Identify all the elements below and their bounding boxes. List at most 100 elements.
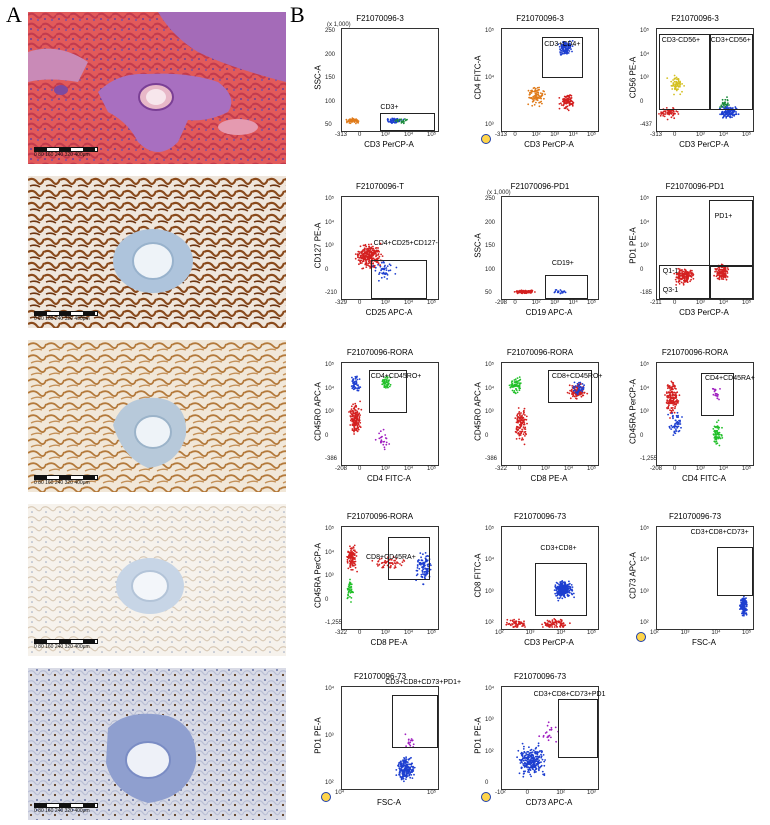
event-dot: [349, 410, 352, 412]
event-dot: [666, 407, 669, 410]
y-tick-label: 10³: [485, 409, 494, 415]
y-tick-label: -1,255: [640, 456, 658, 462]
event-dot: [576, 382, 579, 385]
event-dot: [671, 426, 674, 429]
event-dot: [541, 758, 544, 761]
event-dot: [356, 570, 358, 573]
event-dot: [528, 291, 531, 294]
event-dot: [564, 596, 566, 599]
plot-area: CD8+CD45RA+: [341, 526, 439, 630]
event-dot: [386, 278, 388, 280]
event-dot: [537, 91, 540, 94]
event-dot: [352, 378, 355, 380]
y-tick-label: 10²: [640, 620, 649, 626]
event-dot: [369, 257, 371, 260]
event-dot: [550, 726, 553, 729]
event-dot: [680, 426, 682, 429]
plot-area: PD1+ Q1-1 Q3-1: [656, 196, 754, 300]
event-dot: [520, 622, 522, 625]
event-dot: [526, 760, 529, 763]
y-axis-label: CD45RO APC-A: [473, 382, 483, 441]
event-dot: [533, 90, 536, 93]
y-axis-unit: (x 1,000): [487, 190, 511, 196]
event-dot: [671, 391, 674, 394]
event-dot: [713, 430, 716, 433]
event-dot: [383, 561, 385, 564]
event-dot: [667, 384, 669, 386]
event-dot: [744, 612, 747, 615]
event-dot: [359, 421, 362, 424]
event-dot: [349, 578, 351, 581]
event-dot: [562, 100, 565, 103]
event-dot: [537, 744, 540, 747]
event-dot: [534, 760, 537, 763]
event-dot: [555, 289, 558, 291]
event-dot: [677, 425, 680, 428]
event-dot: [518, 389, 521, 392]
event-dot: [682, 283, 685, 286]
event-dot: [674, 407, 676, 410]
event-dot: [352, 552, 354, 554]
event-dot: [425, 555, 428, 558]
event-dot: [684, 279, 687, 282]
event-dot: [538, 766, 541, 769]
event-dot: [681, 274, 684, 277]
event-dot: [668, 385, 671, 387]
event-dot: [568, 42, 571, 45]
x-tick-label: 10³: [696, 300, 705, 306]
event-dot: [352, 564, 354, 567]
event-dot: [381, 561, 384, 564]
event-dot: [352, 388, 355, 391]
event-dot: [674, 387, 676, 390]
y-axis-label: CD4 FITC-A: [473, 55, 483, 100]
event-dot: [712, 388, 715, 390]
event-dot: [520, 419, 522, 422]
gate-label: PD1+: [714, 213, 733, 221]
event-dot: [670, 409, 673, 412]
event-dot: [518, 416, 520, 419]
event-dot: [522, 764, 525, 767]
event-dot: [677, 416, 679, 419]
event-dot: [408, 743, 411, 746]
event-dot: [408, 767, 411, 770]
event-dot: [527, 291, 530, 293]
event-dot: [555, 740, 557, 743]
event-dot: [392, 118, 395, 121]
event-dot: [349, 558, 352, 560]
event-dot: [567, 98, 569, 101]
zoom-tool-icon: [481, 792, 491, 802]
event-dot: [721, 278, 724, 280]
event-dot: [679, 85, 681, 88]
event-dot: [522, 759, 525, 762]
event-dot: [666, 392, 668, 395]
x-tick-label: 10³: [587, 790, 596, 796]
event-dot: [745, 597, 747, 599]
event-dot: [384, 378, 386, 381]
event-dot: [668, 402, 670, 405]
y-tick-label: 10²: [325, 780, 334, 786]
micrograph-ihc-3: 0 80 160 240 320 400μm: [28, 504, 286, 656]
event-dot: [359, 245, 362, 248]
event-dot: [672, 414, 674, 417]
event-dot: [352, 118, 354, 120]
y-tick-label: 10⁴: [640, 219, 650, 226]
event-dot: [559, 52, 562, 54]
flow-plot: F21070096-3 CD3+ (x 1,000) 250 200 150 100 50 -3…: [305, 14, 455, 164]
flow-plot: F21070096-RORA CD4+CD45RA+ 10⁵ 10⁴ 10³ 0 -1,25…: [620, 348, 770, 498]
event-dot: [560, 591, 562, 594]
y-axis-label: CD8 FITC-A: [473, 553, 483, 598]
x-axis-label: CD8 PE-A: [370, 638, 408, 647]
event-dot: [354, 566, 357, 569]
event-dot: [359, 426, 362, 429]
event-dot: [394, 566, 397, 569]
event-dot: [671, 109, 674, 112]
event-dot: [378, 250, 380, 253]
event-dot: [353, 408, 356, 410]
flow-plot: F21070096-73 CD3+CD8+CD73+PD1 10⁴ 10³ 10² 0 -1…: [465, 672, 615, 822]
event-dot: [562, 40, 565, 43]
x-tick-label: 10²: [531, 300, 541, 306]
event-dot: [380, 269, 382, 272]
event-dot: [532, 759, 535, 761]
event-dot: [523, 624, 526, 626]
event-dot: [692, 273, 695, 276]
